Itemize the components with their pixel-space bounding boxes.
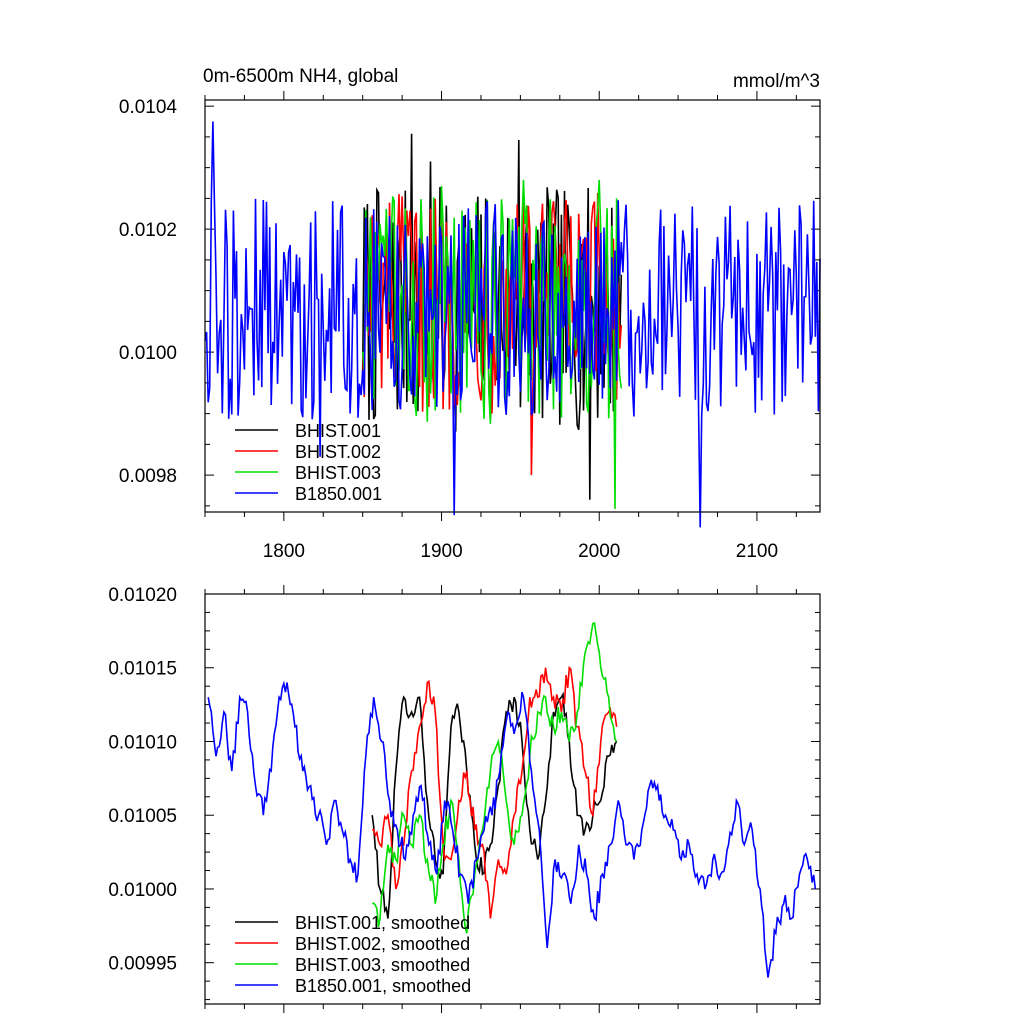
series-lines <box>204 121 821 528</box>
x-tick-label: 1900 <box>420 541 462 562</box>
panel-title: 0m-6500m NH4, global <box>203 66 398 87</box>
legend-label: BHIST.002, smoothed <box>295 934 470 954</box>
x-tick-label: 1800 <box>263 541 305 562</box>
legend-label: B1850.001 <box>295 484 382 504</box>
units-label: mmol/m^3 <box>733 71 820 92</box>
plot-frame <box>204 593 821 1005</box>
legend-label: BHIST.002 <box>295 442 381 462</box>
top-panel: 0m-6500m NH4, global mmol/m^3 0.0098 0.01… <box>119 66 821 562</box>
y-tick-label: 0.0098 <box>119 466 177 487</box>
series-line <box>204 121 821 528</box>
y-tick-label: 0.01000 <box>108 880 177 901</box>
y-tick-label: 0.01015 <box>108 659 177 680</box>
series-lines <box>207 621 817 978</box>
series-line <box>207 680 817 978</box>
legend-label: BHIST.003 <box>295 463 381 483</box>
y-tick-label: 0.0100 <box>119 343 177 364</box>
legend-label: BHIST.001, smoothed <box>295 913 470 933</box>
series-line <box>371 665 618 919</box>
axis-ticks: 0.0098 0.0100 0.0102 0.0104 1800 1900 2000 2100 <box>119 91 820 562</box>
y-tick-label: 0.01020 <box>108 585 177 606</box>
series-line <box>371 691 618 919</box>
series-line <box>371 621 618 934</box>
plot-frame <box>204 99 821 513</box>
x-tick-label: 2100 <box>736 541 778 562</box>
legend-label: BHIST.003, smoothed <box>295 955 470 975</box>
y-tick-label: 0.01005 <box>108 806 177 827</box>
bottom-panel: 0.00995 0.01000 0.01005 0.01010 0.01015 0.010… <box>108 585 821 1013</box>
legend-label: B1850.001, smoothed <box>295 976 471 996</box>
legend-label: BHIST.001 <box>295 421 381 441</box>
axis-ticks: 0.00995 0.01000 0.01005 0.01010 0.01015 0.010… <box>108 585 820 1013</box>
y-tick-label: 0.00995 <box>108 954 177 975</box>
x-tick-label: 2000 <box>578 541 620 562</box>
y-tick-label: 0.01010 <box>108 732 177 753</box>
y-tick-label: 0.0104 <box>119 97 178 118</box>
y-tick-label: 0.0102 <box>119 220 177 241</box>
